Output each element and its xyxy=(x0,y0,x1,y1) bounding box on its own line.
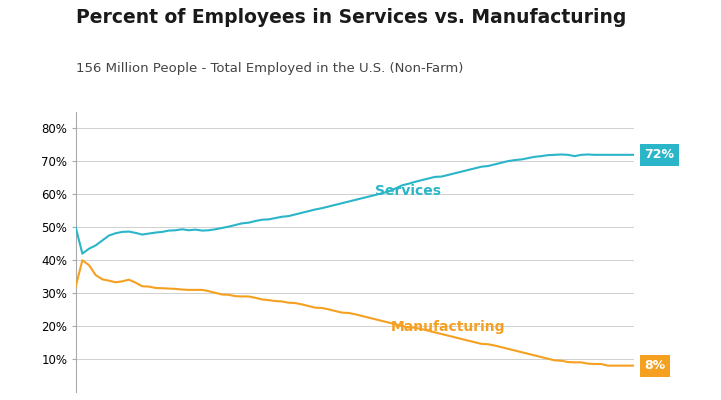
Text: 72%: 72% xyxy=(645,148,674,161)
Text: Manufacturing: Manufacturing xyxy=(391,320,505,334)
Text: 8%: 8% xyxy=(645,359,665,372)
Text: Services: Services xyxy=(376,184,441,198)
Text: 156 Million People - Total Employed in the U.S. (Non-Farm): 156 Million People - Total Employed in t… xyxy=(76,62,463,75)
Text: Percent of Employees in Services vs. Manufacturing: Percent of Employees in Services vs. Man… xyxy=(76,8,626,27)
